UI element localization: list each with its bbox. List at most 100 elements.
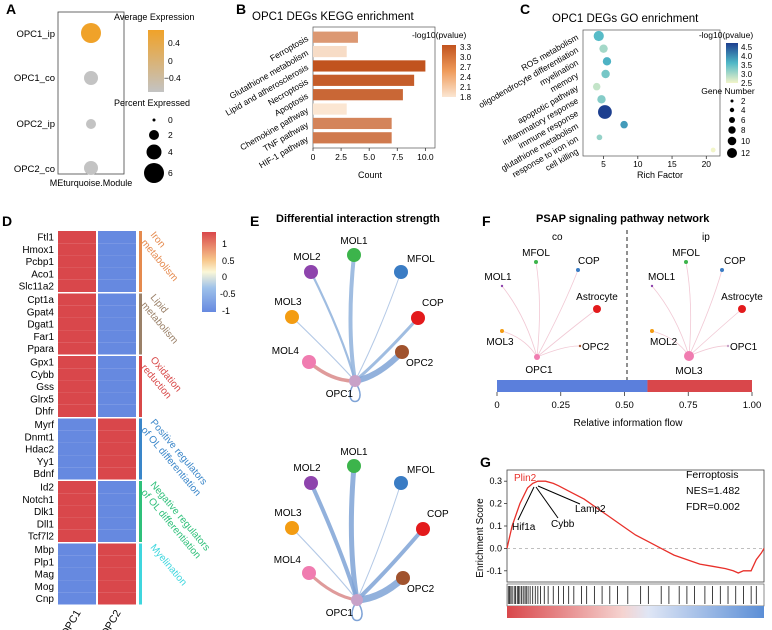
heatmap-cell-opc2-4 <box>98 279 136 292</box>
interaction-edge-mol2 <box>309 270 357 383</box>
heatmap-cell-opc2-0 <box>98 231 136 244</box>
panel-c-legend-color-tick-2: 3.5 <box>741 61 753 70</box>
heatmap-gene-label-26: Plp1 <box>34 557 54 568</box>
go-dot-0 <box>593 30 604 42</box>
go-dot-1 <box>599 44 608 53</box>
heatmap-cell-opc1-29 <box>58 592 96 605</box>
panel-a-xlabel: MEturquoise.Module <box>50 178 133 188</box>
network-node-label-mol1: MOL1 <box>340 447 368 458</box>
heatmap-cell-opc2-21 <box>98 493 136 506</box>
interaction-self-loop <box>349 384 361 403</box>
panel-c-title: OPC1 DEGs GO enrichment <box>552 13 699 25</box>
gsea-gene-hif1a: Hif1a <box>512 522 536 533</box>
go-dot-3 <box>601 69 610 79</box>
psap-node-label-cop: COP <box>578 256 600 267</box>
panel-f-xlabel: Relative information flow <box>574 418 684 429</box>
heatmap-cell-opc1-14 <box>58 404 96 417</box>
panel-letter-b: B <box>236 1 246 17</box>
heatmap-cell-opc2-14 <box>98 404 136 417</box>
panel-c-size-dot-2 <box>730 99 734 103</box>
gsea-arrow-cybb <box>535 486 559 519</box>
heatmap-gene-label-2: Pcbp1 <box>26 257 55 268</box>
psap-node-mol1 <box>650 284 654 288</box>
psap-edge-mol3 <box>501 330 538 358</box>
heatmap-group-label-5: Myelination <box>148 542 189 588</box>
panel-c-size-dot-10 <box>727 136 737 146</box>
psap-node-label-opc1: OPC1 <box>730 342 758 353</box>
interaction-edge-mfol <box>356 482 402 601</box>
heatmap-group-label-0: Ironmetabolism <box>139 230 189 284</box>
heatmap-gene-label-27: Mag <box>35 570 54 581</box>
panel-c-xlabel: Rich Factor <box>637 170 683 180</box>
psap-node-astrocyte <box>593 305 601 313</box>
psap-node-label-opc2: OPC2 <box>582 342 610 353</box>
heatmap-legend-bar <box>202 232 216 312</box>
psap-node-opc2 <box>578 344 582 348</box>
psap-node-mfol <box>684 260 688 264</box>
network-node-mol1 <box>347 459 361 473</box>
network-node-opc1 <box>351 594 363 606</box>
panel-c-legend-size-title: Gene Number <box>701 86 755 96</box>
gsea-fdr: FDR=0.002 <box>686 501 740 513</box>
heatmap-cell-opc1-16 <box>58 430 96 443</box>
network-node-mfol <box>394 476 408 490</box>
kegg-bar-6 <box>313 117 392 130</box>
panel-f-right-label: ip <box>702 232 710 243</box>
network-node-mol3 <box>285 521 299 535</box>
legend-expr-tick-2: 0 <box>168 56 173 66</box>
network-node-label-mfol: MFOL <box>407 254 435 265</box>
heatmap-group-bar-1 <box>139 293 142 355</box>
network-node-mol2 <box>304 265 318 279</box>
row-label-opc1-co: OPC1_co <box>14 73 55 84</box>
heatmap-cell-opc2-22 <box>98 505 136 518</box>
go-x-tick-3: 20 <box>702 159 712 169</box>
heatmap-cell-opc2-7 <box>98 317 136 331</box>
network-node-label-cop: COP <box>422 298 444 309</box>
heatmap-gene-label-1: Hmox1 <box>22 245 54 256</box>
panel-f-title: PSAP signaling pathway network <box>536 213 710 225</box>
heatmap-cell-opc2-2 <box>98 255 136 268</box>
legend-expr-tick-1: 0.4 <box>168 38 180 48</box>
psap-node-astrocyte <box>738 305 746 313</box>
heatmap-gene-label-29: Cnp <box>36 594 55 605</box>
network-node-mfol <box>394 265 408 279</box>
gsea-gene-plin2: Plin2 <box>514 473 537 484</box>
panel-c-legend-color-tick-3: 3.0 <box>741 70 753 79</box>
heatmap-gene-label-8: Far1 <box>33 332 54 343</box>
psap-edge-mol1 <box>501 285 538 358</box>
panel-f: F PSAP signaling pathway network co ip M… <box>482 213 763 429</box>
panel-c-legend-color-tick-0: 4.5 <box>741 43 753 52</box>
gsea-nes: NES=1.482 <box>686 485 740 497</box>
heatmap-cell-opc1-10 <box>58 356 96 369</box>
heatmap-cell-opc1-21 <box>58 493 96 506</box>
heatmap-cell-opc1-9 <box>58 342 96 355</box>
heatmap-cell-opc1-18 <box>58 455 96 468</box>
network-node-label-mol2: MOL2 <box>293 463 321 474</box>
heatmap-cell-opc2-8 <box>98 330 136 343</box>
panel-c-size-dot-8 <box>728 126 736 134</box>
heatmap-cell-opc1-20 <box>58 481 96 494</box>
heatmap-gene-label-18: Yy1 <box>37 457 55 468</box>
psap-node-mol2 <box>650 329 654 333</box>
heatmap-cell-opc2-9 <box>98 342 136 355</box>
psap-node-label-mol2: MOL2 <box>650 337 678 348</box>
kegg-bar-3 <box>313 74 415 86</box>
heatmap-gene-label-7: Dgat1 <box>27 320 54 331</box>
go-plot-frame <box>582 29 721 157</box>
heatmap-cell-opc1-4 <box>58 279 96 292</box>
kegg-plot-frame <box>312 26 436 149</box>
legend-expr-tick-3: −0.4 <box>164 73 181 83</box>
heatmap-group-bar-4 <box>139 481 142 542</box>
heatmap-cell-opc1-28 <box>58 580 96 593</box>
kegg-bar-5 <box>313 103 347 115</box>
heatmap-cell-opc2-11 <box>98 368 136 381</box>
panel-c-size-tick-3: 8 <box>741 126 746 135</box>
heatmap-gene-label-25: Mbp <box>35 545 55 556</box>
panel-c-size-tick-0: 2 <box>741 97 746 106</box>
info-flow-bar-co <box>497 380 648 392</box>
gsea-plot: 0.3 0.2 0.1 0.0 -0.1 <box>486 469 765 618</box>
psap-edge-opc2 <box>536 345 581 358</box>
network-node-cop <box>416 522 430 536</box>
